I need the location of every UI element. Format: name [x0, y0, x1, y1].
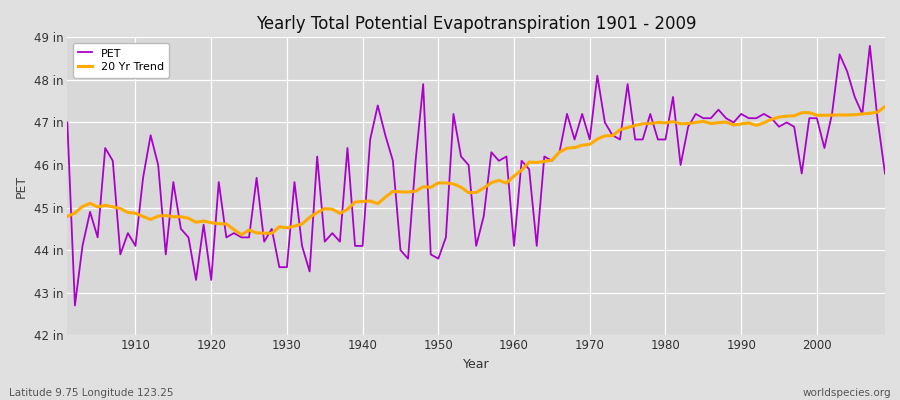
20 Yr Trend [297, 222, 308, 226]
PET [297, 244, 308, 248]
PET [342, 146, 353, 150]
Legend: PET, 20 Yr Trend: PET, 20 Yr Trend [73, 43, 169, 78]
20 Yr Trend [879, 104, 890, 109]
20 Yr Trend [342, 207, 353, 212]
Line: 20 Yr Trend: 20 Yr Trend [68, 106, 885, 235]
20 Yr Trend [122, 210, 133, 215]
20 Yr Trend [508, 174, 519, 178]
Text: worldspecies.org: worldspecies.org [803, 388, 891, 398]
Title: Yearly Total Potential Evapotranspiration 1901 - 2009: Yearly Total Potential Evapotranspiratio… [256, 15, 697, 33]
PET [508, 244, 519, 248]
PET [69, 303, 80, 308]
20 Yr Trend [607, 133, 617, 138]
PET [607, 133, 617, 138]
PET [517, 158, 527, 163]
PET [130, 244, 141, 248]
X-axis label: Year: Year [463, 358, 490, 371]
20 Yr Trend [236, 232, 247, 237]
20 Yr Trend [517, 168, 527, 172]
PET [62, 120, 73, 125]
Text: Latitude 9.75 Longitude 123.25: Latitude 9.75 Longitude 123.25 [9, 388, 174, 398]
Y-axis label: PET: PET [15, 175, 28, 198]
20 Yr Trend [62, 214, 73, 219]
Line: PET: PET [68, 46, 885, 306]
PET [865, 44, 876, 48]
PET [879, 171, 890, 176]
